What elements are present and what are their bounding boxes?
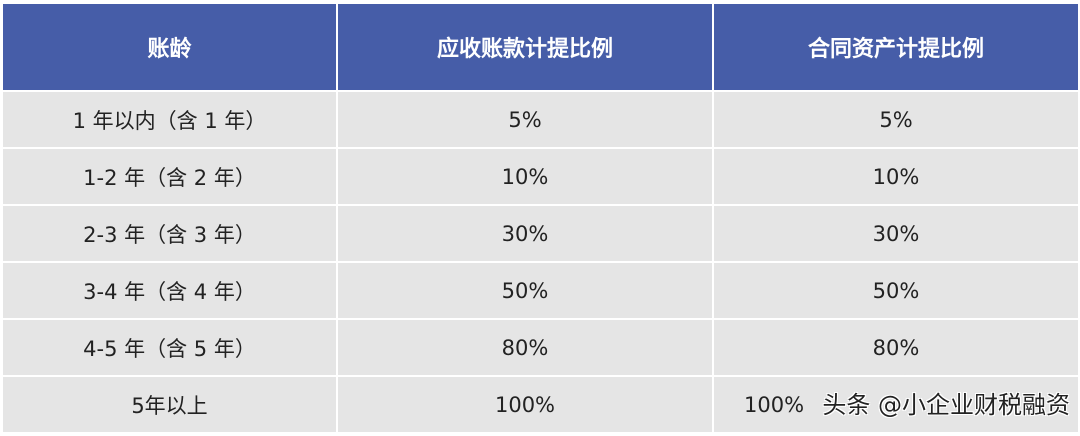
cell-aging: 2-3 年（含 3 年） (1, 204, 338, 263)
cell-aging: 1 年以内（含 1 年） (1, 90, 338, 149)
cell-receivables-ratio: 100% (336, 375, 714, 434)
cell-contract-assets-ratio: 10% (712, 147, 1080, 206)
header-contract-assets-ratio: 合同资产计提比例 (712, 2, 1080, 92)
table-row: 3-4 年（含 4 年） 50% 50% (1, 261, 1080, 320)
cell-contract-assets-ratio: 50% (712, 261, 1080, 320)
cell-aging: 3-4 年（含 4 年） (1, 261, 338, 320)
cell-aging: 5年以上 (1, 375, 338, 434)
cell-receivables-ratio: 80% (336, 318, 714, 377)
cell-receivables-ratio: 50% (336, 261, 714, 320)
watermark: 头条 @小企业财税融资 (822, 391, 1070, 419)
cell-receivables-ratio: 5% (336, 90, 714, 149)
cell-receivables-ratio: 10% (336, 147, 714, 206)
cell-contract-assets-ratio: 100% (712, 375, 1080, 434)
table-row: 1-2 年（含 2 年） 10% 10% (1, 147, 1080, 206)
cell-contract-assets-ratio: 30% (712, 204, 1080, 263)
header-receivables-ratio: 应收账款计提比例 (336, 2, 714, 92)
cell-aging: 1-2 年（含 2 年） (1, 147, 338, 206)
cell-aging: 4-5 年（含 5 年） (1, 318, 338, 377)
table-row: 4-5 年（含 5 年） 80% 80% (1, 318, 1080, 377)
cell-contract-assets-ratio: 80% (712, 318, 1080, 377)
header-aging: 账龄 (1, 2, 338, 92)
cell-receivables-ratio: 30% (336, 204, 714, 263)
table-row: 2-3 年（含 3 年） 30% 30% (1, 204, 1080, 263)
cell-contract-assets-ratio: 5% (712, 90, 1080, 149)
table-row: 1 年以内（含 1 年） 5% 5% (1, 90, 1080, 149)
table-header-row: 账龄 应收账款计提比例 合同资产计提比例 (1, 2, 1080, 92)
table-row: 5年以上 100% 100% (1, 375, 1080, 434)
